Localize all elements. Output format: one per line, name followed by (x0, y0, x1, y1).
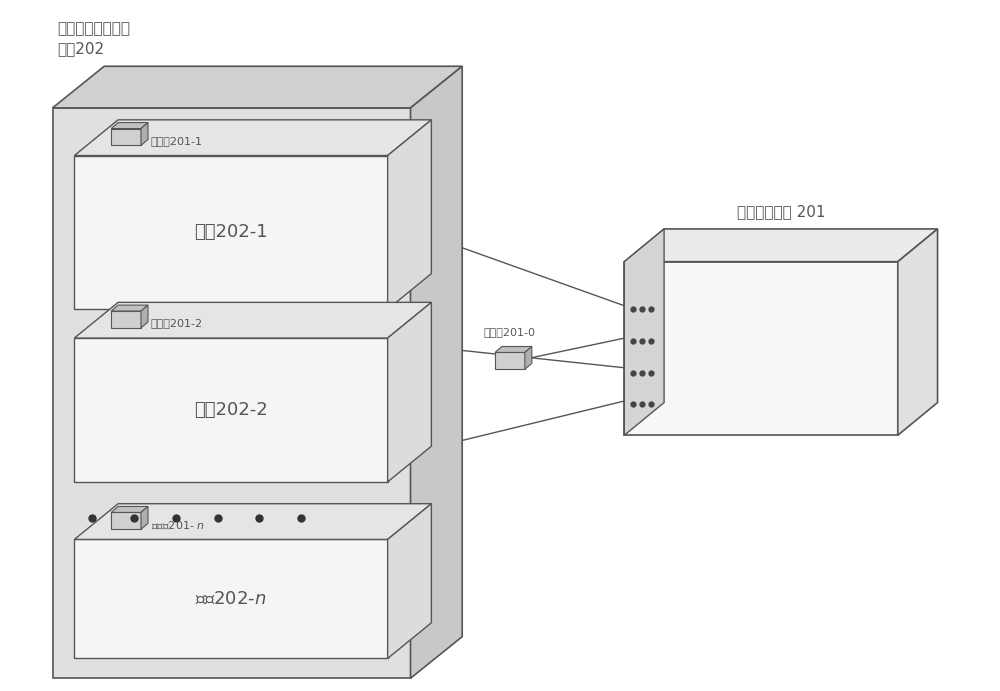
Polygon shape (53, 66, 462, 108)
Polygon shape (74, 303, 431, 338)
Polygon shape (74, 155, 388, 310)
Polygon shape (495, 346, 532, 352)
Text: 温度监测设备 201: 温度监测设备 201 (737, 204, 825, 219)
Polygon shape (141, 507, 148, 529)
Text: 热电偶201-1: 热电偶201-1 (151, 136, 203, 146)
Polygon shape (141, 305, 148, 328)
Polygon shape (111, 305, 148, 311)
Polygon shape (624, 262, 898, 435)
Text: 轨道交通信号电源
系统202: 轨道交通信号电源 系统202 (57, 21, 130, 57)
Polygon shape (111, 507, 148, 513)
Polygon shape (525, 346, 532, 369)
Text: 热电偶201-2: 热电偶201-2 (151, 319, 203, 328)
Text: 电源202-2: 电源202-2 (194, 401, 268, 419)
Polygon shape (411, 66, 462, 679)
Polygon shape (111, 129, 141, 145)
Polygon shape (495, 352, 525, 369)
Polygon shape (141, 122, 148, 145)
Polygon shape (388, 504, 431, 659)
Polygon shape (624, 229, 938, 262)
Polygon shape (388, 120, 431, 310)
Polygon shape (74, 504, 431, 540)
Polygon shape (111, 513, 141, 529)
Polygon shape (898, 229, 938, 435)
Polygon shape (74, 120, 431, 155)
Polygon shape (111, 311, 141, 328)
Text: 电源202-$n$: 电源202-$n$ (195, 590, 267, 608)
Polygon shape (74, 338, 388, 482)
Polygon shape (111, 122, 148, 129)
Polygon shape (74, 540, 388, 659)
Polygon shape (53, 108, 411, 679)
Text: 热电偶201-0: 热电偶201-0 (484, 327, 536, 337)
Text: 热电偶201- $n$: 热电偶201- $n$ (151, 519, 205, 531)
Polygon shape (388, 303, 431, 482)
Polygon shape (624, 229, 664, 435)
Text: 电源202-1: 电源202-1 (194, 223, 268, 241)
